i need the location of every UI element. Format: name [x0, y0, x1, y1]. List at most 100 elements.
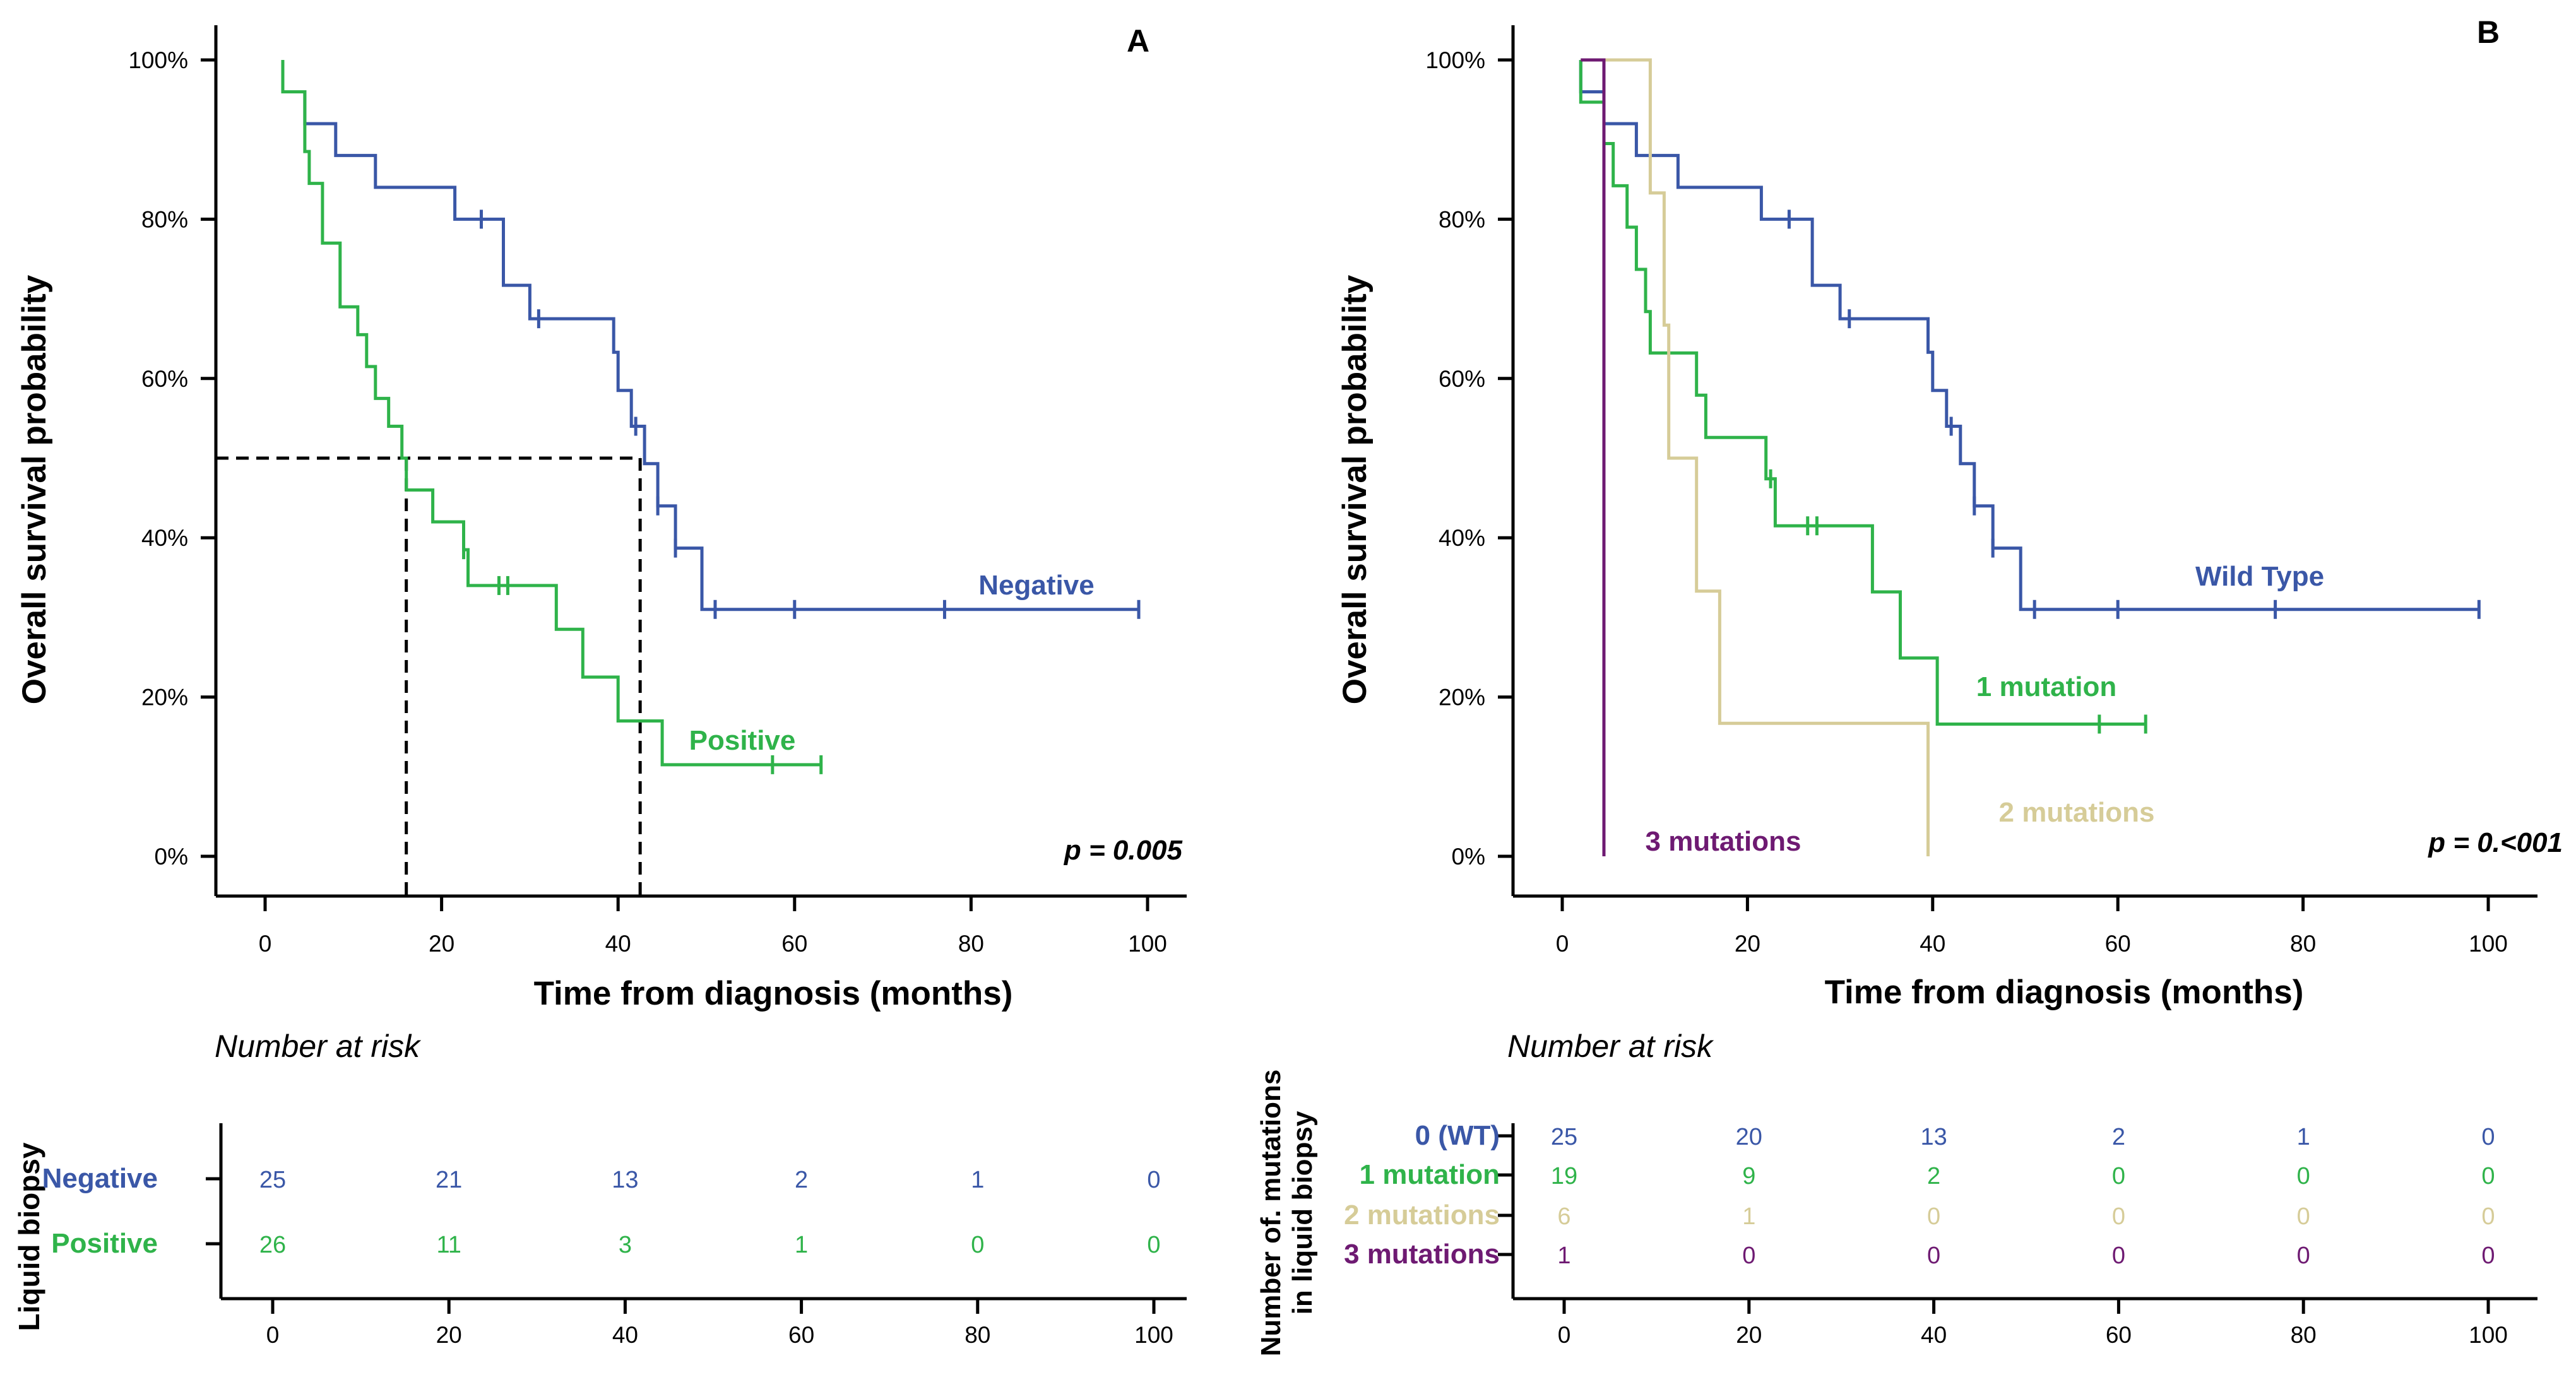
- risk-count: 19: [1551, 1163, 1577, 1189]
- panel-b-x-ticks: 0 20 40 60 80 100: [1556, 896, 2508, 957]
- risk-count: 25: [1551, 1124, 1577, 1150]
- y-tick-label: 40%: [141, 525, 188, 551]
- risk-x-tick-label: 100: [2469, 1322, 2508, 1348]
- panel-b-y-ticks: 100% 80% 60% 40% 20% 0%: [1425, 47, 1513, 870]
- panel-b-label: B: [2477, 15, 2500, 50]
- risk-count: 0: [2481, 1203, 2495, 1230]
- risk-count: 1: [1742, 1203, 1755, 1230]
- risk-count: 0: [1927, 1242, 1940, 1269]
- risk-count: 13: [612, 1167, 638, 1193]
- risk-count: 25: [259, 1167, 286, 1193]
- survival-curve-3-mutations: [1581, 58, 1606, 856]
- risk-count: 2: [795, 1167, 808, 1193]
- risk-count: 0: [2297, 1163, 2310, 1189]
- y-tick-label: 0%: [1452, 844, 1485, 870]
- y-tick-label: 100%: [1425, 47, 1485, 73]
- panel-b-risk-ylabel-line2: in liquid biopsy: [1287, 1111, 1318, 1314]
- risk-count: 0: [2481, 1163, 2495, 1189]
- risk-count: 0: [2481, 1124, 2495, 1150]
- risk-row-label: 0 (WT): [1415, 1120, 1500, 1151]
- risk-count: 0: [1927, 1203, 1940, 1230]
- x-tick-label: 20: [1735, 931, 1760, 957]
- panel-a-y-title: Overall survival probability: [16, 274, 53, 704]
- risk-count: 9: [1742, 1163, 1755, 1189]
- risk-count: 1: [2297, 1124, 2310, 1150]
- risk-x-tick-label: 60: [2106, 1322, 2132, 1348]
- risk-count: 1: [1557, 1242, 1570, 1269]
- panel-b-x-title: Time from diagnosis (months): [1825, 974, 2304, 1011]
- risk-count: 0: [1742, 1242, 1755, 1269]
- risk-row-label: 1 mutation: [1360, 1159, 1500, 1190]
- x-tick-label: 60: [781, 931, 807, 957]
- x-tick-label: 0: [1556, 931, 1569, 957]
- risk-count: 0: [971, 1232, 984, 1258]
- risk-count: 0: [2297, 1242, 2310, 1269]
- y-tick-label: 80%: [1439, 206, 1485, 232]
- survival-curve-wild-type: [1579, 60, 2479, 611]
- y-tick-label: 60%: [1439, 366, 1485, 392]
- risk-count: 11: [436, 1232, 461, 1258]
- risk-x-tick-label: 0: [266, 1322, 280, 1348]
- label-1-mutation: 1 mutation: [1976, 671, 2116, 702]
- risk-row-label: 2 mutations: [1344, 1200, 1500, 1231]
- risk-x-tick-label: 40: [612, 1322, 638, 1348]
- risk-count: 0: [2112, 1203, 2125, 1230]
- risk-count: 0: [2481, 1242, 2495, 1269]
- y-tick-label: 20%: [141, 685, 188, 711]
- risk-x-tick-label: 0: [1558, 1322, 1571, 1348]
- panel-a-curves: [281, 60, 1141, 774]
- risk-count: 1: [795, 1232, 808, 1258]
- x-tick-label: 80: [2290, 931, 2316, 957]
- panel-a-x-title: Time from diagnosis (months): [534, 975, 1013, 1012]
- survival-curve-1-mutation: [1579, 60, 2146, 726]
- panel-a-p-value: p = 0.005: [1064, 835, 1183, 866]
- risk-x-tick-label: 40: [1921, 1322, 1947, 1348]
- survival-curve-positive: [281, 60, 821, 767]
- panel-b-risk-title: Number at risk: [1507, 1029, 1714, 1064]
- x-tick-label: 40: [1920, 931, 1945, 957]
- x-tick-label: 20: [429, 931, 454, 957]
- risk-count: 26: [259, 1232, 286, 1258]
- risk-count: 3: [619, 1232, 632, 1258]
- x-tick-label: 80: [958, 931, 984, 957]
- panel-b-risk-ylabel-line1: Number of. mutations: [1255, 1070, 1286, 1357]
- y-tick-label: 0%: [155, 844, 188, 870]
- panel-a-risk-ylabel: Liquid biopsy: [13, 1142, 45, 1331]
- label-negative: Negative: [978, 570, 1094, 601]
- label-3-mutations: 3 mutations: [1646, 826, 1801, 857]
- panel-b-p-value: p = 0.<001: [2428, 827, 2563, 858]
- y-tick-label: 20%: [1439, 685, 1485, 711]
- panel-b: 100%80%60%40%20%0% 0 20 40 60 80 100 B p = 0.…: [1255, 15, 2563, 1356]
- panel-a-median-lines: [216, 456, 642, 896]
- x-tick-label: 100: [2469, 931, 2508, 957]
- risk-count: 6: [1557, 1203, 1570, 1230]
- x-tick-label: 0: [259, 931, 272, 957]
- risk-x-tick-label: 20: [1736, 1322, 1762, 1348]
- label-2-mutations: 2 mutations: [1999, 797, 2155, 828]
- risk-count: 0: [2297, 1203, 2310, 1230]
- panel-a-x-ticks: 0 20 40 60 80 100: [259, 896, 1167, 957]
- risk-row-label: 3 mutations: [1344, 1239, 1500, 1270]
- y-tick-label: 100%: [128, 47, 188, 73]
- x-tick-label: 100: [1128, 931, 1167, 957]
- risk-count: 0: [1147, 1232, 1160, 1258]
- x-tick-label: 40: [605, 931, 631, 957]
- risk-x-tick-label: 60: [788, 1322, 814, 1348]
- panel-a: 100%80%60%40%20%0% 0 20 40 60 80 100 A p = 0.…: [13, 23, 1187, 1348]
- risk-row-label: Negative: [42, 1163, 158, 1194]
- risk-count: 13: [1920, 1124, 1947, 1150]
- risk-x-tick-label: 80: [2291, 1322, 2317, 1348]
- panel-b-y-title: Overall survival probability: [1336, 274, 1374, 704]
- risk-count: 20: [1736, 1124, 1762, 1150]
- survival-curve-2-mutations: [1581, 58, 1930, 856]
- survival-curve-negative: [281, 60, 1139, 611]
- risk-x-tick-label: 20: [436, 1322, 462, 1348]
- panel-b-curves: [1579, 58, 2481, 856]
- risk-count: 21: [436, 1167, 462, 1193]
- panel-a-y-ticks: 100% 80% 60% 40% 20% 0%: [128, 47, 216, 870]
- label-positive: Positive: [689, 725, 796, 756]
- y-tick-label: 80%: [141, 206, 188, 232]
